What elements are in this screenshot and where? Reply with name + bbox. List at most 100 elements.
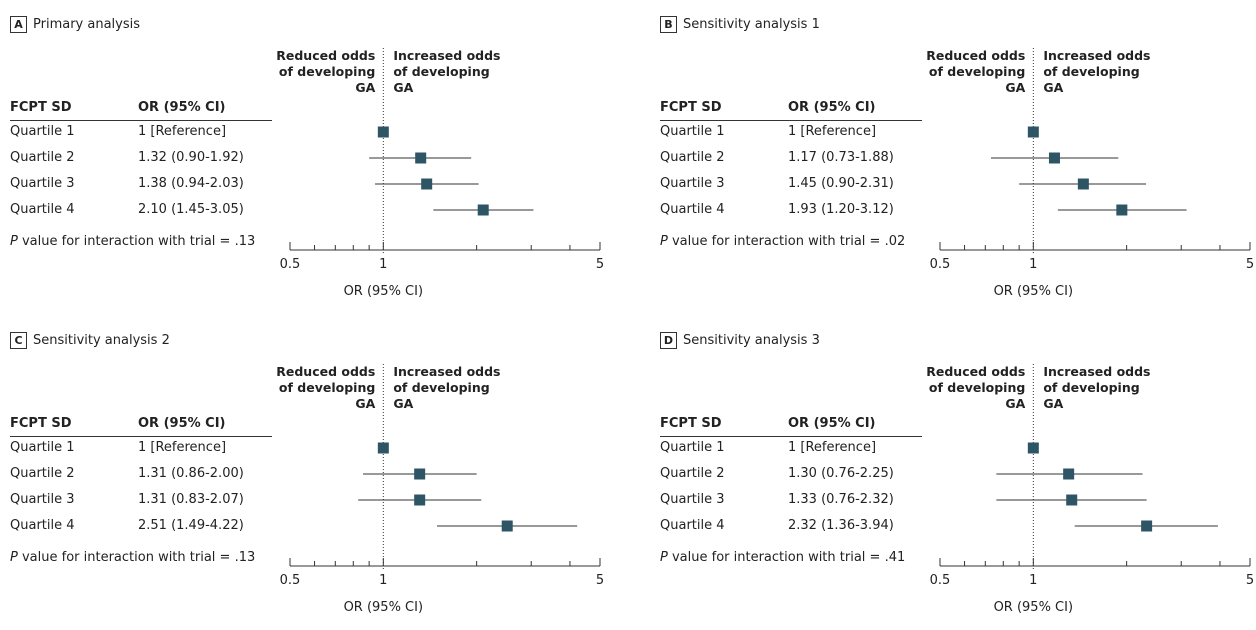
x-tick-label: 5 [596, 573, 604, 588]
row-or-value: 1.38 (0.94-2.03) [138, 176, 244, 191]
row-or-value: 1 [Reference] [788, 440, 877, 455]
or-marker [1141, 520, 1153, 532]
column-header-or: OR (95% CI) [788, 100, 876, 115]
header-rule [660, 436, 922, 437]
x-tick-label: 0.5 [930, 257, 951, 272]
row-or-value: 2.51 (1.49-4.22) [138, 518, 244, 533]
or-marker [1066, 494, 1078, 506]
column-header-or: OR (95% CI) [138, 416, 226, 431]
column-header-or: OR (95% CI) [138, 100, 226, 115]
or-marker [415, 152, 427, 164]
increased-odds-label: Increased odds of developing GA [393, 48, 501, 95]
row-or-value: 1 [Reference] [138, 124, 227, 139]
or-marker [1077, 178, 1089, 190]
or-marker [414, 494, 426, 506]
row-or-value: 1.93 (1.20-3.12) [788, 202, 894, 217]
reduced-odds-label: Reduced odds of developing GA [926, 48, 1026, 95]
row-label: Quartile 2 [10, 150, 75, 165]
header-rule [10, 436, 272, 437]
row-or-value: 1.30 (0.76-2.25) [788, 466, 894, 481]
forest-plot: 0.5 1 5 [930, 48, 1254, 272]
row-label: Quartile 3 [660, 492, 725, 507]
x-axis-label: OR (95% CI) [993, 600, 1074, 615]
reduced-odds-label: Reduced odds of developing GA [276, 364, 376, 411]
row-label: Quartile 2 [10, 466, 75, 481]
row-label: Quartile 4 [660, 202, 725, 217]
panel-heading: D Sensitivity analysis 3 [660, 330, 820, 350]
row-or-value: 1.31 (0.83-2.07) [138, 492, 244, 507]
forest-panel-d: D Sensitivity analysis 3 FCPT SD OR (95% … [660, 330, 1256, 630]
or-marker [501, 520, 513, 532]
x-axis-label: OR (95% CI) [993, 284, 1074, 299]
row-or-value: 1.31 (0.86-2.00) [138, 466, 244, 481]
forest-plot: 0.5 1 5 [280, 364, 604, 588]
row-label: Quartile 4 [660, 518, 725, 533]
panel-letter: C [10, 331, 27, 349]
column-header-fcpt-sd: FCPT SD [660, 100, 722, 115]
reduced-odds-label: Reduced odds of developing GA [276, 48, 376, 95]
or-marker [1027, 126, 1039, 138]
panel-title: Sensitivity analysis 1 [683, 16, 820, 32]
p-value-note: P value for interaction with trial = .13 [10, 550, 256, 565]
row-or-value: 1.17 (0.73-1.88) [788, 150, 894, 165]
panel-heading: C Sensitivity analysis 2 [10, 330, 170, 350]
forest-panel-b: B Sensitivity analysis 1 FCPT SD OR (95% … [660, 14, 1256, 314]
panel-title: Sensitivity analysis 3 [683, 332, 820, 348]
or-marker [414, 468, 426, 480]
row-label: Quartile 2 [660, 150, 725, 165]
x-tick-label: 0.5 [930, 573, 951, 588]
row-label: Quartile 1 [660, 440, 725, 455]
x-tick-label: 1 [379, 257, 387, 272]
x-tick-label: 1 [379, 573, 387, 588]
p-value-note: P value for interaction with trial = .41 [660, 550, 906, 565]
p-value-note: P value for interaction with trial = .13 [10, 234, 256, 249]
or-marker [1048, 152, 1060, 164]
row-or-value: 2.32 (1.36-3.94) [788, 518, 894, 533]
header-rule [10, 120, 272, 121]
forest-plot: 0.5 1 5 [930, 364, 1254, 588]
reduced-odds-label: Reduced odds of developing GA [926, 364, 1026, 411]
or-marker [1027, 442, 1039, 454]
x-tick-label: 1 [1029, 257, 1037, 272]
row-or-value: 1.45 (0.90-2.31) [788, 176, 894, 191]
header-rule [660, 120, 922, 121]
p-value-note: P value for interaction with trial = .02 [660, 234, 906, 249]
or-marker [1116, 204, 1128, 216]
panel-heading: B Sensitivity analysis 1 [660, 14, 820, 34]
or-marker [477, 204, 489, 216]
row-or-value: 1 [Reference] [788, 124, 877, 139]
row-label: Quartile 1 [660, 124, 725, 139]
x-axis-label: OR (95% CI) [343, 284, 424, 299]
column-header-fcpt-sd: FCPT SD [660, 416, 722, 431]
x-tick-label: 5 [596, 257, 604, 272]
panel-letter: A [10, 15, 27, 33]
row-label: Quartile 3 [10, 176, 75, 191]
panel-title: Primary analysis [33, 16, 141, 32]
row-or-value: 1.33 (0.76-2.32) [788, 492, 894, 507]
increased-odds-label: Increased odds of developing GA [393, 364, 501, 411]
column-header-fcpt-sd: FCPT SD [10, 416, 72, 431]
x-tick-label: 0.5 [280, 573, 301, 588]
row-label: Quartile 1 [10, 440, 75, 455]
forest-panel-c: C Sensitivity analysis 2 FCPT SD OR (95% … [10, 330, 630, 630]
row-label: Quartile 4 [10, 202, 75, 217]
forest-panel-a: A Primary analysis FCPT SD OR (95% CI) Qua… [10, 14, 630, 314]
increased-odds-label: Increased odds of developing GA [1043, 48, 1151, 95]
x-axis-label: OR (95% CI) [343, 600, 424, 615]
x-tick-label: 5 [1246, 257, 1254, 272]
or-marker [421, 178, 433, 190]
panel-heading: A Primary analysis [10, 14, 140, 34]
row-label: Quartile 3 [660, 176, 725, 191]
x-tick-label: 0.5 [280, 257, 301, 272]
panel-letter: B [660, 15, 677, 33]
or-marker [377, 126, 389, 138]
column-header-fcpt-sd: FCPT SD [10, 100, 72, 115]
panel-title: Sensitivity analysis 2 [33, 332, 170, 348]
row-or-value: 1 [Reference] [138, 440, 227, 455]
row-label: Quartile 3 [10, 492, 75, 507]
x-tick-label: 5 [1246, 573, 1254, 588]
row-label: Quartile 1 [10, 124, 75, 139]
row-label: Quartile 4 [10, 518, 75, 533]
row-label: Quartile 2 [660, 466, 725, 481]
row-or-value: 1.32 (0.90-1.92) [138, 150, 244, 165]
